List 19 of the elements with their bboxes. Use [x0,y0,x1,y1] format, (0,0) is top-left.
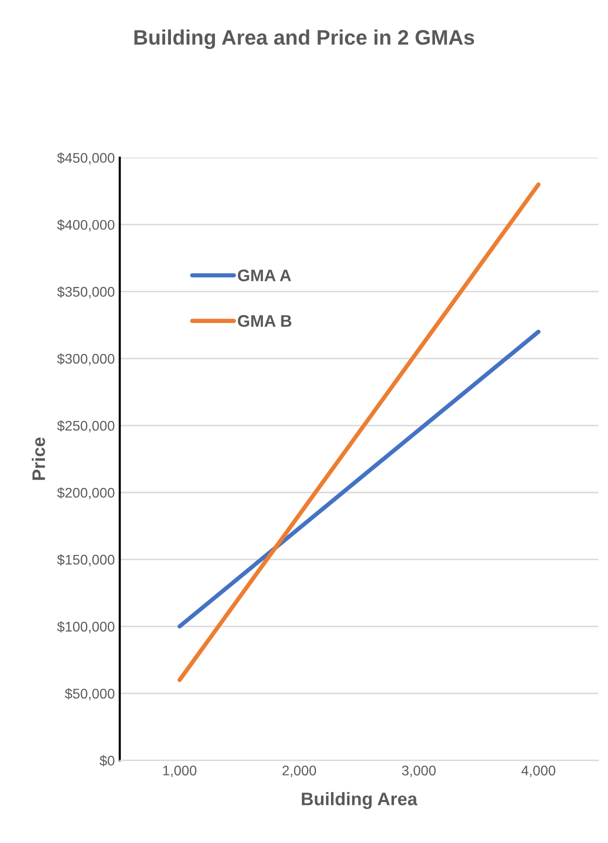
x-tick-label: 1,000 [163,766,196,778]
y-tick-label: $150,000 [57,554,114,566]
y-tick-label: $200,000 [57,487,114,500]
y-tick-label: $400,000 [57,219,114,232]
y-tick-label: $50,000 [64,688,114,700]
y-tick-label: $350,000 [57,286,114,298]
x-tick-label: 3,000 [402,766,436,778]
y-tick-label: $450,000 [57,152,114,164]
chart-title: Building Area and Price in 2 GMAs [134,30,474,50]
y-axis-title: Price [32,438,46,480]
y-tick-label: $100,000 [57,621,114,634]
x-axis-title: Building Area [302,792,418,809]
x-tick-label: 2,000 [282,766,316,778]
legend-label: GMA B [238,315,292,327]
x-tick-label: 4,000 [521,766,556,778]
y-tick-label: $250,000 [57,420,114,432]
legend-label: GMA A [238,270,292,282]
y-tick-label: $300,000 [57,353,114,366]
y-tick-label: $0 [100,755,114,766]
